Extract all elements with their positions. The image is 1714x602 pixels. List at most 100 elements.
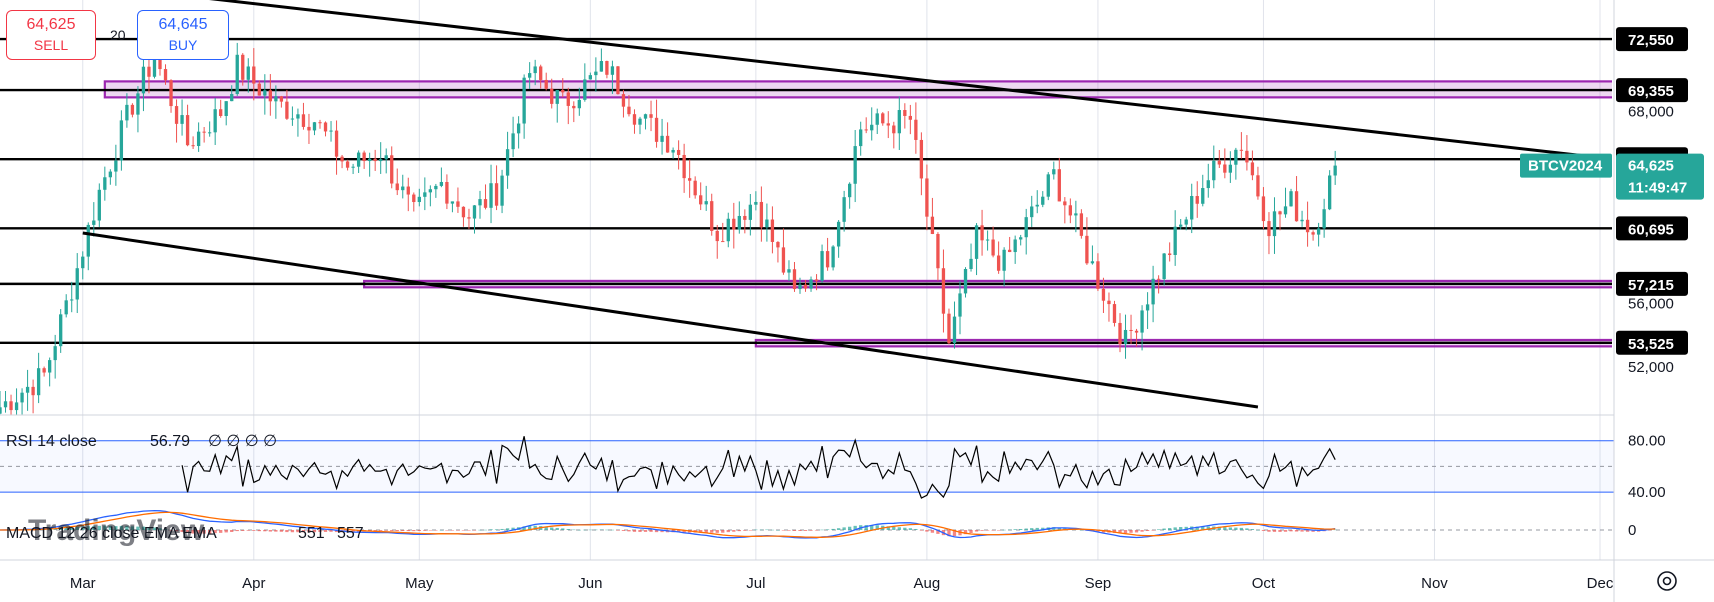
macd-histogram-bar	[610, 529, 615, 531]
macd-histogram-bar	[594, 529, 598, 531]
macd-histogram-bar	[1162, 528, 1166, 530]
macd-legend-signal: 557	[337, 525, 364, 542]
macd-histogram-bar	[919, 530, 924, 531]
sell-button[interactable]: 64,625 SELL	[6, 10, 96, 60]
macd-histogram-bar	[638, 530, 642, 532]
candle-body	[831, 246, 835, 268]
macd-histogram-bar	[174, 530, 179, 532]
candle-body	[820, 251, 824, 281]
macd-histogram-bar	[1057, 527, 1061, 530]
candle-body	[196, 131, 201, 147]
macd-histogram-bar	[252, 530, 256, 531]
macd-histogram-bar	[1283, 530, 1288, 532]
candle-body	[114, 160, 118, 172]
candle-body	[765, 219, 769, 228]
macd-histogram-bar	[1145, 530, 1150, 531]
time-label-may: May	[405, 575, 434, 592]
macd-histogram-bar	[224, 530, 228, 533]
macd-histogram-bar	[1168, 528, 1172, 530]
candle-body	[539, 66, 543, 80]
candle-body	[1008, 249, 1012, 253]
candle-body	[1305, 219, 1310, 233]
candle-body	[64, 300, 68, 315]
buy-button[interactable]: 64,645 BUY	[137, 10, 229, 60]
macd-histogram-bar	[1179, 527, 1183, 530]
candle-body	[704, 201, 708, 205]
macd-histogram-bar	[119, 525, 124, 530]
candle-body	[456, 201, 460, 207]
candle-body	[1184, 219, 1188, 225]
candlestick-series	[0, 41, 1337, 415]
level-badge-bg	[1616, 78, 1688, 103]
candle-body	[152, 58, 157, 77]
candle-body	[1316, 228, 1321, 235]
candle-body	[798, 284, 802, 290]
candle-body	[1212, 160, 1216, 181]
candle-body	[439, 181, 444, 186]
price-axis[interactable]: 68,000 56,000 52,000	[1628, 104, 1674, 376]
candle-body	[268, 90, 272, 102]
last-price-label: 64,625	[1628, 158, 1674, 175]
candle-body	[450, 201, 455, 204]
macd-histogram-bar	[566, 529, 570, 530]
candle-body	[930, 216, 935, 234]
macd-histogram-bar	[974, 530, 979, 532]
macd-histogram-bar	[301, 530, 306, 533]
settings-gear-icon[interactable]	[1654, 568, 1680, 594]
macd-histogram-bar	[456, 530, 460, 531]
candle-body	[75, 268, 79, 300]
macd-histogram-bar	[1030, 528, 1034, 530]
candle-body	[472, 205, 477, 219]
macd-histogram-bar	[616, 530, 620, 531]
macd-histogram-bar	[676, 530, 681, 533]
macd-histogram-bar	[246, 530, 250, 531]
candle-body	[494, 183, 499, 206]
candle-body	[1140, 310, 1144, 333]
candle-body	[1107, 300, 1111, 305]
candle-body	[1223, 164, 1227, 173]
candle-body	[1234, 149, 1238, 165]
macd-histogram-bar	[202, 530, 206, 534]
macd-histogram-bar	[1041, 527, 1045, 530]
macd-histogram-bar	[1129, 530, 1133, 533]
macd-histogram-bar	[92, 526, 96, 530]
macd-histogram-bar	[163, 528, 168, 530]
macd-histogram-bar	[654, 530, 659, 533]
candle-body	[787, 269, 791, 273]
macd-histogram-bar	[1156, 529, 1161, 530]
candle-body	[1096, 261, 1100, 289]
macd-histogram-bar	[969, 530, 973, 534]
rsi-pane: 80.00 40.00	[0, 433, 1666, 501]
trendline-2	[82, 231, 1259, 409]
candle-body	[224, 101, 228, 116]
macd-histogram-bar	[754, 529, 758, 531]
macd-histogram-bar	[947, 530, 951, 537]
macd-histogram-bar	[86, 526, 90, 530]
macd-histogram-bar	[1239, 527, 1244, 530]
macd-histogram-bar	[903, 527, 907, 530]
macd-histogram-bar	[776, 529, 780, 531]
candle-body	[246, 66, 250, 80]
macd-histogram-bar	[1256, 529, 1260, 531]
macd-histogram-bar	[285, 530, 289, 533]
candle-body	[969, 258, 973, 270]
candle-body	[285, 101, 289, 119]
level-badge-bg	[1616, 271, 1688, 296]
rsi-line	[181, 436, 1336, 499]
candle-body	[0, 407, 2, 414]
macd-histogram-bar	[196, 530, 201, 534]
macd-histogram-bar	[329, 530, 333, 532]
time-axis[interactable]: Mar Apr May Jun Jul Aug Sep Oct Nov Dec	[70, 575, 1614, 592]
candle-body	[1002, 249, 1006, 271]
candle-body	[1179, 224, 1183, 227]
candle-body	[621, 94, 626, 107]
candle-body	[583, 79, 587, 100]
candle-body	[693, 180, 697, 196]
candle-body	[467, 217, 471, 219]
candle-body	[1074, 213, 1078, 216]
candle-body	[406, 186, 410, 195]
rsi-axis-label: 40.00	[1628, 484, 1666, 501]
candle-body	[864, 129, 868, 131]
candle-body	[881, 113, 885, 124]
